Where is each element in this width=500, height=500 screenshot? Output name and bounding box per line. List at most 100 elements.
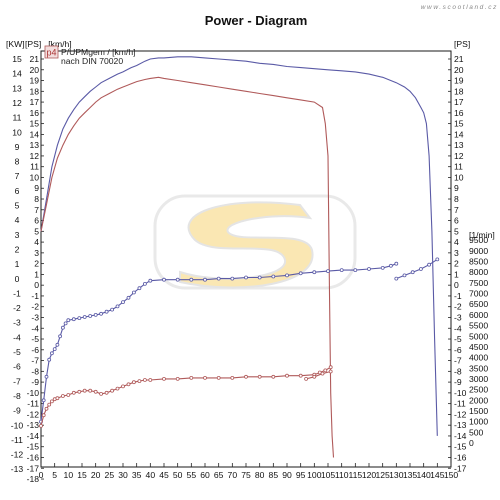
ps-tick-label: -7 <box>31 356 39 366</box>
series-5-point <box>285 373 289 378</box>
series-3-point <box>61 325 65 330</box>
ps-right-tick-label: -9 <box>454 377 462 387</box>
x-tick-label: 135 <box>403 470 418 480</box>
ps-tick-label: -18 <box>27 474 40 484</box>
x-tick-label: 10 <box>64 470 74 480</box>
ps-tick-label: 17 <box>29 97 39 107</box>
ps-right-tick-label: -2 <box>454 302 462 312</box>
x-tick-label: 55 <box>187 470 197 480</box>
rpm-tick-label: 2500 <box>469 385 488 395</box>
chart-title: Power - Diagram <box>205 13 308 28</box>
rpm-tick-label: 500 <box>469 427 484 437</box>
series-5-point <box>257 374 262 379</box>
series-5-point <box>71 390 76 395</box>
ps-tick-label: -2 <box>31 302 39 312</box>
watermark-text: www.scootland.cz <box>421 4 498 11</box>
ps-right-tick-label: -17 <box>454 463 467 473</box>
kw-tick-label: -3 <box>13 318 21 328</box>
ps-tick-label: -8 <box>31 366 39 376</box>
kw-tick-label: -12 <box>11 450 24 460</box>
x-tick-label: 90 <box>282 470 292 480</box>
series-3-point <box>189 277 194 282</box>
series-3-point <box>326 269 330 274</box>
kw-tick-label: -7 <box>13 376 21 386</box>
series-5-point <box>77 389 82 394</box>
series-4-point <box>435 257 440 262</box>
series-5-point <box>88 388 93 393</box>
x-tick-label: 115 <box>348 470 362 480</box>
x-tick-label: 110 <box>335 470 349 480</box>
kw-tick-label: -1 <box>13 288 21 298</box>
series-3-point <box>55 342 60 347</box>
kw-tick-label: -11 <box>11 435 23 445</box>
ps-right-tick-label: -5 <box>454 334 462 344</box>
series-3-point <box>353 268 358 273</box>
series-5-point <box>216 375 221 380</box>
series-6-point <box>312 374 317 379</box>
series-4-point <box>427 262 432 267</box>
ps-tick-label: 12 <box>29 151 39 161</box>
rpm-axis-unit: [1/min] <box>469 230 495 240</box>
series-3-point <box>271 274 276 279</box>
ps-right-tick-label: -16 <box>454 452 467 462</box>
series-5-point <box>244 374 248 379</box>
series-5-point <box>110 388 114 393</box>
ps-right-tick-label: 5 <box>454 226 459 236</box>
series-5-point <box>137 379 142 384</box>
series-3-point <box>63 321 68 326</box>
series-3-point <box>58 334 62 339</box>
legend: p4 P/UPMgem / [km/h] nach DIN 70020 <box>44 45 136 66</box>
series-group <box>39 56 440 458</box>
kw-tick-label: 13 <box>12 83 22 93</box>
ps-right-tick-label: -12 <box>454 409 467 419</box>
x-tick-label: 145 <box>430 470 445 480</box>
ps-right-tick-label: -6 <box>454 345 462 355</box>
ps-right-tick-label: -15 <box>454 442 467 452</box>
x-tick-label: 5 <box>52 470 57 480</box>
ps-right-tick-label: 0 <box>454 280 459 290</box>
kw-tick-label: 1 <box>15 259 20 269</box>
ps-tick-label: 11 <box>30 162 39 172</box>
kw-tick-label: -9 <box>13 406 21 416</box>
series-3-point <box>230 276 235 281</box>
series-line-2 <box>40 76 335 458</box>
x-tick-label: 70 <box>228 470 238 480</box>
kw-axis-unit: [KW] <box>6 39 25 49</box>
series-3-point <box>285 273 289 278</box>
series-3-point <box>216 276 221 281</box>
series-6-point <box>320 371 325 376</box>
series-3-point <box>93 312 98 317</box>
kw-tick-label: 12 <box>12 98 22 108</box>
ps-tick-label: -6 <box>31 345 39 355</box>
kw-tick-label: 6 <box>15 186 20 196</box>
ps-right-tick-label: -10 <box>454 388 467 398</box>
series-5-point <box>39 423 43 428</box>
kw-tick-label: -2 <box>13 303 21 313</box>
series-5-point <box>82 388 87 393</box>
ps-tick-label: 3 <box>34 248 39 258</box>
series-line-6 <box>305 370 331 380</box>
series-3-point <box>298 271 303 276</box>
x-tick-label: 130 <box>389 470 404 480</box>
kw-tick-label: 0 <box>15 274 20 284</box>
kw-tick-label: 5 <box>15 201 20 211</box>
legend-line-2: nach DIN 70020 <box>61 56 123 66</box>
x-tick-label: 15 <box>77 470 87 480</box>
x-axis-unit: [km/h] <box>48 39 71 49</box>
x-tick-label: 60 <box>200 470 210 480</box>
series-4-point <box>394 276 399 281</box>
series-3-point <box>148 278 153 283</box>
x-tick-label: 80 <box>255 470 265 480</box>
ps-tick-label: -1 <box>31 291 39 301</box>
ps-tick-label: -4 <box>31 323 39 333</box>
watermark-logo <box>153 194 357 290</box>
ps-tick-label: 9 <box>34 183 39 193</box>
series-5-point <box>66 393 71 397</box>
series-5-point <box>41 413 46 418</box>
ps-tick-label: -14 <box>27 431 40 441</box>
kw-tick-label: -10 <box>11 420 24 430</box>
x-tick-label: 50 <box>173 470 183 480</box>
kw-tick-label: -4 <box>13 332 21 342</box>
rpm-tick-label: 4500 <box>469 342 488 352</box>
